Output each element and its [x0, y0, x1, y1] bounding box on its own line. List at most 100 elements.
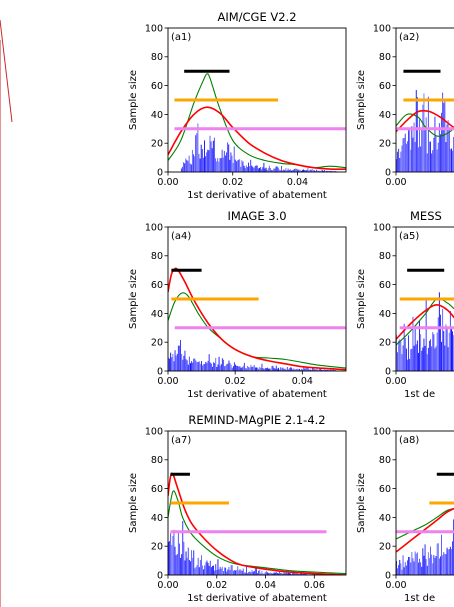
- histogram-bar: [442, 555, 444, 575]
- histogram-bar: [283, 368, 285, 371]
- x-tick-label: 0.04: [255, 580, 276, 591]
- y-tick-label: 100: [373, 222, 391, 233]
- histogram-bar: [315, 369, 317, 371]
- y-tick-label: 80: [151, 455, 163, 466]
- histogram-bar: [199, 158, 201, 172]
- histogram-bar: [276, 166, 278, 172]
- histogram-bar: [413, 122, 415, 172]
- histogram-bar: [208, 565, 210, 575]
- histogram-bar: [292, 572, 294, 575]
- histogram-bar: [188, 155, 190, 172]
- histogram-bar: [292, 369, 294, 371]
- histogram-bar: [441, 112, 442, 172]
- y-tick-label: 20: [151, 542, 163, 553]
- y-axis-label: Sample size: [356, 473, 367, 533]
- histogram-bar: [405, 143, 407, 172]
- x-tick-label: 0.00: [157, 376, 178, 387]
- histogram-bar: [197, 557, 199, 575]
- histogram-bar: [441, 534, 442, 575]
- histogram-bar: [280, 367, 282, 371]
- x-axis-label: 1st de: [404, 593, 435, 604]
- histogram-bar: [437, 317, 439, 371]
- histogram-bar: [172, 354, 174, 371]
- histogram-bar: [259, 367, 261, 371]
- histogram-bar: [204, 565, 206, 575]
- histogram-bar: [285, 168, 287, 172]
- histogram-bar: [396, 159, 397, 172]
- histogram-bar: [188, 559, 190, 575]
- histogram-bar: [260, 367, 262, 371]
- histogram-bar: [284, 170, 286, 172]
- histogram-bar: [177, 531, 179, 575]
- histogram-bar: [312, 170, 314, 172]
- histogram-bar: [183, 162, 185, 172]
- histogram-bar: [329, 369, 331, 371]
- histogram-bar: [213, 362, 214, 371]
- histogram-bar: [420, 334, 422, 371]
- x-tick-label: 0.00: [385, 580, 406, 591]
- histogram-bar: [248, 572, 250, 575]
- histogram-bar: [288, 169, 290, 172]
- histogram-bar: [268, 572, 269, 575]
- histogram-bar: [226, 571, 228, 575]
- histogram-bar: [251, 165, 253, 172]
- histogram-bar: [204, 364, 206, 371]
- y-tick-label: 80: [151, 52, 163, 63]
- histogram-bar: [422, 548, 424, 575]
- histogram-bar: [200, 144, 202, 172]
- histogram-bar: [196, 362, 198, 371]
- histogram-bar: [285, 370, 287, 371]
- histogram-bar: [438, 123, 440, 172]
- histogram-bar: [194, 156, 196, 172]
- histogram-bar: [196, 565, 198, 575]
- histogram-bar: [173, 361, 175, 371]
- histogram-bar: [191, 550, 192, 575]
- histogram-bar: [318, 170, 320, 172]
- histogram-bar: [414, 141, 416, 172]
- histogram-bar: [325, 369, 327, 371]
- histogram-bar: [224, 366, 225, 371]
- histogram-bar: [402, 555, 404, 575]
- histogram-bar: [250, 364, 252, 371]
- histogram-bar: [323, 170, 325, 172]
- histogram-bar: [213, 137, 215, 172]
- histogram-bar: [307, 368, 309, 371]
- histogram-bar: [169, 541, 170, 575]
- histogram-bar: [186, 360, 188, 371]
- histogram-bar: [218, 569, 220, 575]
- histogram-bar: [430, 339, 431, 371]
- y-tick-label: 40: [151, 309, 163, 320]
- histogram-bar: [314, 170, 315, 172]
- panel-a7: 0 20 40 60 80 100 0.00 0.02 0.04 0.06 Sample size 1…: [128, 413, 347, 604]
- histogram-bar: [297, 369, 299, 371]
- histogram-bars: [396, 292, 454, 371]
- histogram-bar: [218, 161, 220, 172]
- histogram-bar: [435, 556, 437, 575]
- histogram-bar: [421, 566, 423, 575]
- histogram-bar: [186, 557, 188, 575]
- histogram-bar: [298, 368, 300, 371]
- histogram-bar: [312, 574, 313, 575]
- histogram-bar: [169, 358, 170, 371]
- x-tick-label: 0.00: [157, 580, 178, 591]
- histogram-bar: [441, 341, 442, 371]
- histogram-bar: [210, 363, 212, 371]
- histogram-bar: [214, 362, 216, 371]
- y-tick-label: 60: [151, 81, 163, 92]
- histogram-bar: [294, 572, 296, 575]
- histogram-bar: [284, 573, 286, 575]
- histogram-bar: [212, 565, 213, 575]
- histogram-bar: [438, 292, 440, 371]
- histogram-bar: [265, 167, 267, 172]
- histogram-bar: [399, 339, 401, 371]
- histogram-bar: [287, 168, 289, 172]
- histogram-bar: [293, 169, 295, 172]
- histogram-bar: [326, 370, 328, 371]
- histogram-bar: [244, 168, 246, 172]
- histogram-bar: [281, 165, 282, 172]
- histogram-bar: [297, 169, 299, 172]
- histogram-bar: [298, 169, 300, 172]
- histogram-bar: [179, 543, 180, 575]
- histogram-bar: [431, 346, 433, 371]
- histogram-bar: [195, 360, 197, 371]
